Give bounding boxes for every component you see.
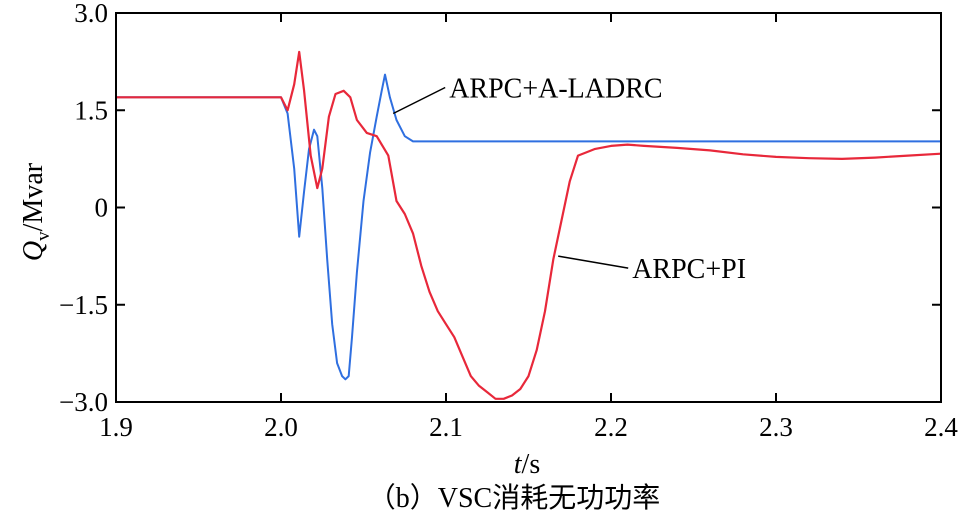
y-tick-label: 3.0 [74,0,108,28]
annotation-layer: ARPC+A-LADRC ARPC+PI [392,73,746,285]
annotation-leader-line [392,86,446,115]
x-tick-label: 1.9 [99,412,133,442]
series-line-arpc-a-ladrc [116,73,941,381]
y-axis-variable: Q [18,241,49,261]
ticks-layer: 1.9 2.0 2.1 2.2 2.3 2.4 3.0 1.5 0 −1.5 −3.0 [59,0,958,442]
x-axis-unit: /s [522,449,541,480]
figure-caption: （b）VSC消耗无功功率 [368,482,660,514]
y-tick-label: 1.5 [74,95,108,125]
annotation-leader-line [558,255,629,269]
y-tick-label: −1.5 [59,290,108,320]
annotation-label: ARPC+A-LADRC [449,73,662,104]
x-tick-label: 2.1 [429,412,463,442]
annotation-label: ARPC+PI [632,254,746,285]
x-axis-variable: t [514,449,523,480]
x-tick-label: 2.2 [594,412,628,442]
x-tick-label: 2.0 [264,412,298,442]
x-tick-label: 2.3 [759,412,793,442]
y-axis-subscript: v [33,231,54,241]
y-axis-title: Qv/Mvar [18,162,54,261]
plot-frame [115,12,942,403]
x-tick-label: 2.4 [924,412,958,442]
series-layer [116,50,942,400]
series-line-arpc-pi [116,50,942,400]
y-tick-label: 0 [95,193,109,223]
x-axis-title: t/s [514,449,540,480]
y-tick-label: −3.0 [59,387,108,417]
y-axis-unit: /Mvar [18,162,49,231]
